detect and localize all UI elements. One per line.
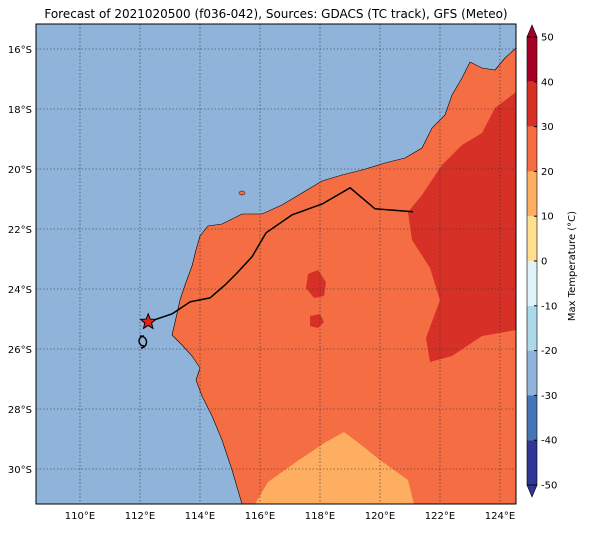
- colorbar-band: [527, 126, 537, 172]
- lon-label: 124°E: [485, 511, 515, 522]
- tc-position-star: [139, 312, 158, 330]
- lat-label: 28°S: [8, 405, 32, 416]
- colorbar-band: [527, 395, 537, 441]
- lon-label: 120°E: [365, 511, 395, 522]
- colorbar-band: [527, 171, 537, 217]
- colorbar-tick-label: -10: [541, 301, 557, 312]
- lon-label: 114°E: [185, 511, 215, 522]
- colorbar-band: [527, 305, 537, 351]
- lon-label: 122°E: [425, 511, 455, 522]
- graticule: [36, 24, 516, 504]
- colorbar-label: Max Temperature (°C): [567, 211, 578, 321]
- warm-zone: [255, 432, 414, 504]
- colorbar-band: [527, 37, 537, 82]
- tc-track: [147, 186, 414, 323]
- lat-label: 22°S: [8, 225, 32, 236]
- colorbar-tick-label: 50: [541, 33, 554, 44]
- colorbar-tick-label: -30: [541, 391, 557, 402]
- hot-spot: [306, 270, 326, 298]
- colorbar-tick-label: -50: [541, 481, 557, 492]
- map-area: [35, 23, 517, 505]
- lat-label: 24°S: [8, 285, 32, 296]
- colorbar-tick-label: 10: [541, 212, 554, 223]
- lon-label: 118°E: [305, 511, 335, 522]
- map-title: Forecast of 2021020500 (f036-042), Sourc…: [44, 7, 507, 21]
- cyclone-symbol: [138, 335, 148, 349]
- colorbar-band: [527, 216, 537, 261]
- hot-zone: [408, 92, 516, 362]
- lat-label: 20°S: [8, 165, 32, 176]
- colorbar-band: [527, 81, 537, 127]
- colorbar-tick-label: 0: [541, 257, 547, 268]
- lat-label: 18°S: [8, 105, 32, 116]
- lat-label: 26°S: [8, 345, 32, 356]
- colorbar: 50 40 30 20 10 0 -10 -20 -30 -40 -50: [526, 24, 557, 498]
- lat-label: 30°S: [8, 465, 32, 476]
- lat-label: 16°S: [8, 45, 32, 56]
- colorbar-extend-bottom: [526, 484, 538, 498]
- map-frame: [35, 23, 517, 505]
- hot-spot: [310, 314, 324, 328]
- colorbar-band: [527, 261, 537, 306]
- lon-label: 116°E: [245, 511, 275, 522]
- lon-label: 112°E: [125, 511, 155, 522]
- colorbar-extend-top: [526, 24, 538, 38]
- land: [171, 47, 517, 505]
- colorbar-tick-label: 20: [541, 167, 554, 178]
- colorbar-tick-label: -40: [541, 436, 557, 447]
- colorbar-band: [527, 350, 537, 396]
- lon-label: 110°E: [65, 511, 95, 522]
- colorbar-band: [527, 440, 537, 485]
- colorbar-tick-label: 30: [541, 122, 554, 133]
- island: [238, 190, 246, 196]
- colorbar-tick-label: -20: [541, 346, 557, 357]
- colorbar-tick-label: 40: [541, 77, 554, 88]
